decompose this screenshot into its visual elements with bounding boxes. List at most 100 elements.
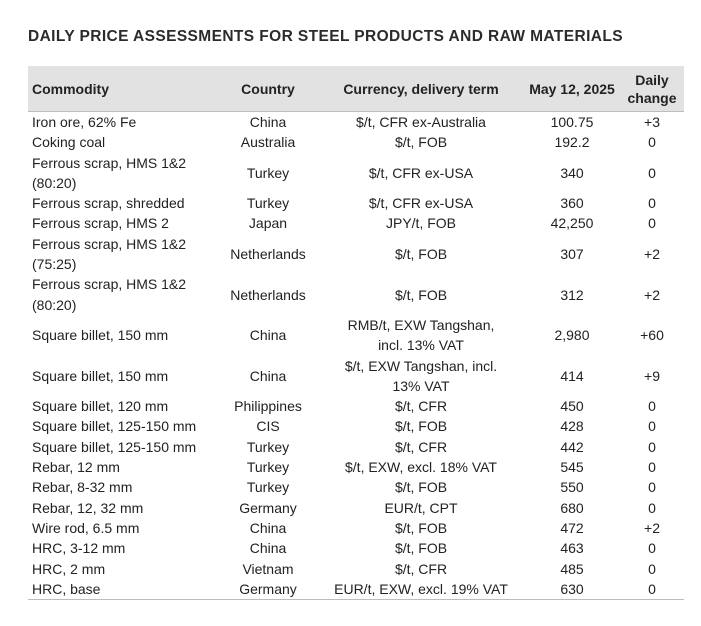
cell-price: 550: [560, 479, 584, 496]
cell-price: 100.75: [550, 114, 594, 130]
cell-commodity: Rebar, 12 mm: [32, 459, 120, 476]
cell-currency: $/t, FOB: [394, 540, 448, 557]
cell-commodity-line: Ferrous scrap, HMS 1&2: [32, 276, 187, 293]
table-row: Ferrous scrap, shredded Turkey $/t, CFR ex…: [28, 193, 684, 213]
document-title: DAILY PRICE ASSESSMENTS FOR STEEL PRODUC…: [28, 28, 623, 45]
cell-country: China: [249, 519, 287, 536]
cell-currency-line: $/t, EXW Tangshan, incl.: [344, 357, 498, 374]
cell-daily-change: 0: [648, 499, 656, 516]
cell-commodity: Square billet, 125-150 mm: [32, 438, 197, 455]
cell-commodity: Iron ore, 62% Fe: [32, 114, 137, 130]
cell-commodity-line: Ferrous scrap, HMS 1&2: [32, 154, 187, 171]
cell-currency: $/t, CFR ex-USA: [368, 195, 474, 212]
cell-commodity: Rebar, 8-32 mm: [32, 479, 133, 496]
cell-price: 428: [560, 418, 584, 435]
header-daily-change-label: Daily change: [627, 71, 676, 107]
cell-country: China: [249, 114, 287, 130]
table-row: Square billet, 120 mm Philippines $/t, CFR…: [28, 396, 684, 416]
cell-daily-change: 0: [648, 438, 656, 455]
cell-price: 2,980: [554, 327, 590, 344]
cell-currency: RMB/t, EXW Tangshan, incl. 13% VAT: [318, 315, 524, 356]
table-body: Iron ore, 62% Fe China $/t, CFR ex-Austral…: [28, 112, 684, 601]
cell-price: 307: [560, 245, 584, 262]
header-daily-change-line1: Daily: [635, 71, 669, 88]
cell-commodity: Ferrous scrap, HMS 2: [32, 215, 169, 232]
cell-daily-change: 0: [648, 215, 656, 232]
cell-currency: $/t, CFR: [394, 398, 448, 415]
cell-country: Turkey: [246, 195, 290, 212]
cell-country: China: [249, 540, 287, 557]
cell-currency: $/t, EXW Tangshan, incl. 13% VAT: [318, 356, 524, 397]
cell-commodity: HRC, base: [28, 578, 218, 601]
cell-price: 42,250: [550, 215, 594, 232]
cell-commodity: HRC, 3-12 mm: [32, 540, 126, 557]
cell-country: Germany: [239, 499, 297, 516]
header-country: Country: [218, 66, 318, 112]
table-row: Rebar, 12, 32 mm Germany EUR/t, CPT 680 0: [28, 498, 684, 518]
cell-daily-change: +2: [644, 245, 660, 262]
cell-country: Netherlands: [230, 245, 306, 262]
table-row: HRC, 3-12 mm China $/t, FOB 463 0: [28, 538, 684, 558]
cell-country: Japan: [248, 215, 288, 232]
cell-daily-change: +3: [644, 114, 660, 130]
cell-currency: $/t, CFR ex-USA: [368, 164, 474, 181]
cell-country: Turkey: [246, 438, 290, 455]
cell-daily-change: +60: [640, 327, 664, 344]
cell-price: 340: [560, 164, 584, 181]
table-row: HRC, 2 mm Vietnam $/t, CFR 485 0: [28, 559, 684, 579]
cell-country: CIS: [256, 418, 280, 435]
cell-price: 450: [560, 398, 584, 415]
table-row: Rebar, 12 mm Turkey $/t, EXW, excl. 18% VA…: [28, 457, 684, 477]
cell-commodity: Rebar, 12, 32 mm: [32, 499, 144, 516]
cell-commodity-lines: Ferrous scrap, HMS 1&2 (80:20): [32, 153, 186, 194]
cell-currency-lines: $/t, EXW Tangshan, incl. 13% VAT: [345, 356, 497, 397]
cell-country: Australia: [240, 134, 296, 151]
cell-daily-change: 0: [648, 479, 656, 496]
table-row: Iron ore, 62% Fe China $/t, CFR ex-Austral…: [28, 112, 684, 133]
cell-daily-change: 0: [620, 578, 684, 601]
cell-daily-change: +9: [644, 367, 660, 384]
cell-commodity: Wire rod, 6.5 mm: [32, 519, 140, 536]
cell-commodity: Ferrous scrap, HMS 1&2 (80:20): [28, 274, 218, 315]
cell-currency-line: 13% VAT: [392, 377, 450, 394]
cell-price: 630: [524, 578, 620, 601]
cell-commodity: Coking coal: [32, 134, 106, 151]
cell-commodity: Square billet, 125-150 mm: [32, 418, 197, 435]
header-price-date: May 12, 2025: [524, 66, 620, 112]
cell-country: China: [249, 367, 287, 384]
table-row: Square billet, 150 mm China $/t, EXW Tangs…: [28, 356, 684, 397]
cell-daily-change: 0: [648, 398, 656, 415]
cell-daily-change: 0: [648, 540, 656, 557]
cell-price: 472: [560, 519, 584, 536]
cell-currency: $/t, FOB: [394, 479, 448, 496]
cell-commodity: Ferrous scrap, shredded: [32, 195, 185, 212]
cell-commodity-line: (75:25): [32, 256, 77, 273]
table-row: Wire rod, 6.5 mm China $/t, FOB 472 +2: [28, 518, 684, 538]
cell-price: 485: [560, 560, 584, 577]
header-row: Commodity Country Currency, delivery ter…: [28, 66, 684, 112]
cell-country: Turkey: [246, 479, 290, 496]
table-row: Square billet, 150 mm China RMB/t, EXW Tan…: [28, 315, 684, 356]
cell-currency-lines: RMB/t, EXW Tangshan, incl. 13% VAT: [348, 315, 495, 356]
cell-daily-change: 0: [648, 164, 656, 181]
table-row: Ferrous scrap, HMS 2 Japan JPY/t, FOB 42,25…: [28, 213, 684, 233]
cell-commodity-lines: Ferrous scrap, HMS 1&2 (75:25): [32, 234, 186, 275]
cell-currency: $/t, FOB: [394, 519, 448, 536]
table-row: Square billet, 125-150 mm CIS $/t, FOB 428 0: [28, 416, 684, 436]
cell-price: 192.2: [554, 134, 590, 151]
cell-country: Germany: [218, 578, 318, 601]
cell-country: Turkey: [246, 459, 290, 476]
cell-country: Vietnam: [242, 560, 294, 577]
cell-commodity: Square billet, 120 mm: [32, 398, 169, 415]
cell-daily-change: +2: [644, 519, 660, 536]
cell-commodity-lines: Ferrous scrap, HMS 1&2 (80:20): [32, 274, 186, 315]
table-row: Ferrous scrap, HMS 1&2 (80:20) Turkey $/t, …: [28, 153, 684, 194]
table-row: Square billet, 125-150 mm Turkey $/t, CFR 4…: [28, 437, 684, 457]
cell-currency: $/t, CFR: [394, 438, 448, 455]
cell-currency: JPY/t, FOB: [385, 215, 456, 232]
cell-currency-line: incl. 13% VAT: [378, 337, 464, 354]
table-row: Rebar, 8-32 mm Turkey $/t, FOB 550 0: [28, 477, 684, 497]
cell-commodity-line: Ferrous scrap, HMS 1&2: [32, 235, 187, 252]
cell-currency-line: RMB/t, EXW Tangshan,: [347, 316, 495, 333]
